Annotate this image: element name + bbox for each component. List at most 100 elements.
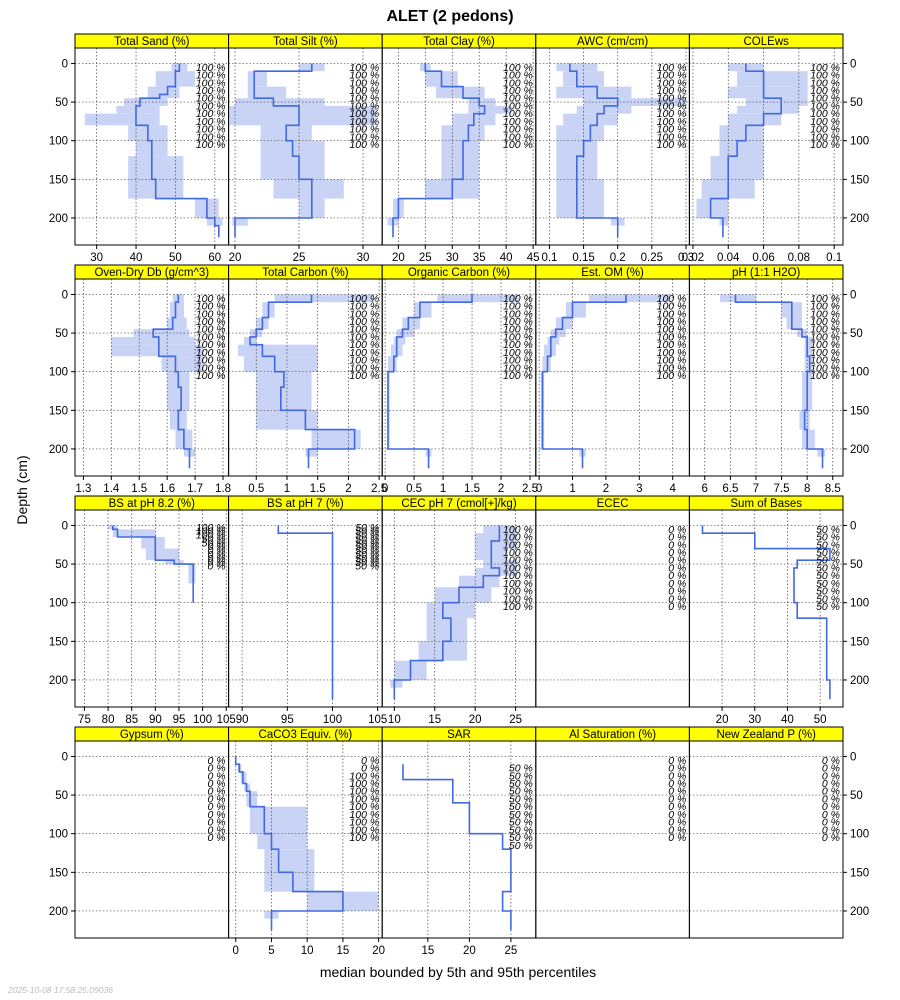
percent-label: 0 % — [822, 778, 840, 790]
percentile-band — [250, 806, 308, 834]
percent-label: 100 % — [503, 331, 533, 343]
percent-label: 100 % — [349, 293, 379, 305]
depth-tick-label: 50 — [55, 559, 68, 571]
percent-label: 100 % — [810, 62, 840, 74]
percent-label: 100 % — [196, 100, 226, 112]
x-tick-label: 100 — [193, 714, 212, 726]
percentile-band — [305, 448, 318, 457]
percentile-band — [441, 140, 480, 180]
percentile-band — [468, 105, 512, 114]
percentile-band — [547, 336, 560, 345]
panel-title: BS at pH 8.2 (%) — [109, 498, 195, 510]
percent-label: 0 % — [668, 578, 686, 590]
percent-label: 100 % — [657, 293, 687, 305]
depth-tick-label: 50 — [55, 328, 68, 340]
percent-label: 0 % — [822, 786, 840, 798]
median-line — [569, 63, 619, 238]
percent-label: 100 % — [657, 100, 687, 112]
percent-label: 100 % — [810, 108, 840, 120]
percent-label: 100 % — [196, 530, 226, 542]
percent-label: 50 % — [816, 601, 840, 613]
percent-label: 0 % — [668, 555, 686, 567]
panel-organic-carbon: Organic Carbon (%)100 %100 %100 %100 %10… — [381, 264, 538, 495]
percentile-band — [237, 344, 318, 357]
percentile-band — [556, 179, 605, 218]
median-line — [402, 764, 512, 931]
percent-label: 100 % — [503, 139, 533, 151]
percentile-band — [426, 602, 476, 619]
percent-label: 100 % — [810, 316, 840, 328]
percent-label: 100 % — [349, 778, 379, 790]
x-tick-label: 0.3 — [678, 252, 694, 264]
panel-title: ECEC — [597, 498, 629, 510]
depth-tick-label: 150 — [49, 174, 68, 186]
depth-tick-label: 0 — [850, 289, 856, 301]
percent-label: 100 % — [810, 370, 840, 382]
percentile-band — [483, 560, 516, 568]
x-tick-label: 45 — [527, 252, 540, 264]
median-line — [277, 525, 334, 700]
panel-frame — [688, 740, 844, 939]
percent-label: 50 % — [509, 786, 533, 798]
percentile-band — [745, 98, 808, 106]
percentile-band — [737, 71, 808, 87]
percent-label: 50 % — [355, 549, 379, 561]
percentile-band — [141, 537, 165, 549]
panel-bs-at-ph-8-2: BS at pH 8.2 (%)100 %100 %100 %50 %50 %0… — [49, 495, 236, 726]
percentile-band — [402, 317, 420, 330]
x-tick-label: 25 — [509, 714, 522, 726]
median-line — [393, 525, 501, 700]
percent-label: 50 % — [816, 547, 840, 559]
depth-tick-label: 150 — [850, 174, 869, 186]
depth-tick-label: 50 — [850, 97, 863, 109]
percent-label: 50 % — [355, 545, 379, 557]
percent-label: 100 % — [810, 139, 840, 151]
percent-label: 100 % — [810, 100, 840, 112]
x-tick-label: 0 — [233, 945, 239, 957]
percent-label: 100 % — [349, 817, 379, 829]
depth-tick-label: 100 — [850, 829, 869, 841]
percent-label: 100 % — [349, 355, 379, 367]
percent-label: 50 % — [816, 593, 840, 605]
x-tick-label: 0.5 — [406, 483, 422, 495]
percent-label: 100 % — [503, 308, 533, 320]
percentile-band — [247, 71, 267, 87]
percent-label: 50 % — [816, 570, 840, 582]
percentile-band — [393, 336, 406, 345]
percent-label: 100 % — [503, 570, 533, 582]
median-line — [541, 294, 627, 469]
percentile-band — [728, 113, 782, 126]
percent-label: 0 % — [668, 547, 686, 559]
percent-label: 100 % — [196, 324, 226, 336]
percent-label: 0 % — [822, 817, 840, 829]
percentile-band — [264, 849, 315, 892]
percent-label: 100 % — [503, 355, 533, 367]
percent-label: 100 % — [349, 324, 379, 336]
percent-label: 100 % — [810, 124, 840, 136]
x-tick-label: 0.06 — [752, 252, 774, 264]
percent-label: 100 % — [349, 116, 379, 128]
x-tick-label: 30 — [90, 252, 103, 264]
percent-label: 0 % — [668, 763, 686, 775]
x-tick-label: 35 — [473, 252, 486, 264]
x-tick-label: 90 — [236, 714, 249, 726]
percentile-band — [228, 105, 376, 126]
percentile-band — [147, 86, 180, 99]
percent-label: 100 % — [196, 131, 226, 143]
percent-label: 100 % — [503, 532, 533, 544]
x-tick-label: 0.08 — [788, 252, 810, 264]
x-tick-label: 80 — [102, 714, 115, 726]
x-tick-label: 0.1 — [826, 252, 842, 264]
percent-label: 100 % — [657, 62, 687, 74]
percent-label: 100 % — [503, 601, 533, 613]
percent-label: 100 % — [657, 124, 687, 136]
x-tick-label: 1.8 — [215, 483, 231, 495]
percent-label: 0 % — [208, 541, 226, 553]
x-tick-label: 25 — [293, 252, 306, 264]
percent-label: 100 % — [349, 131, 379, 143]
percent-label: 0 % — [668, 809, 686, 821]
percentile-band — [112, 529, 156, 538]
percentile-band — [414, 302, 432, 318]
percent-label: 0 % — [208, 755, 226, 767]
